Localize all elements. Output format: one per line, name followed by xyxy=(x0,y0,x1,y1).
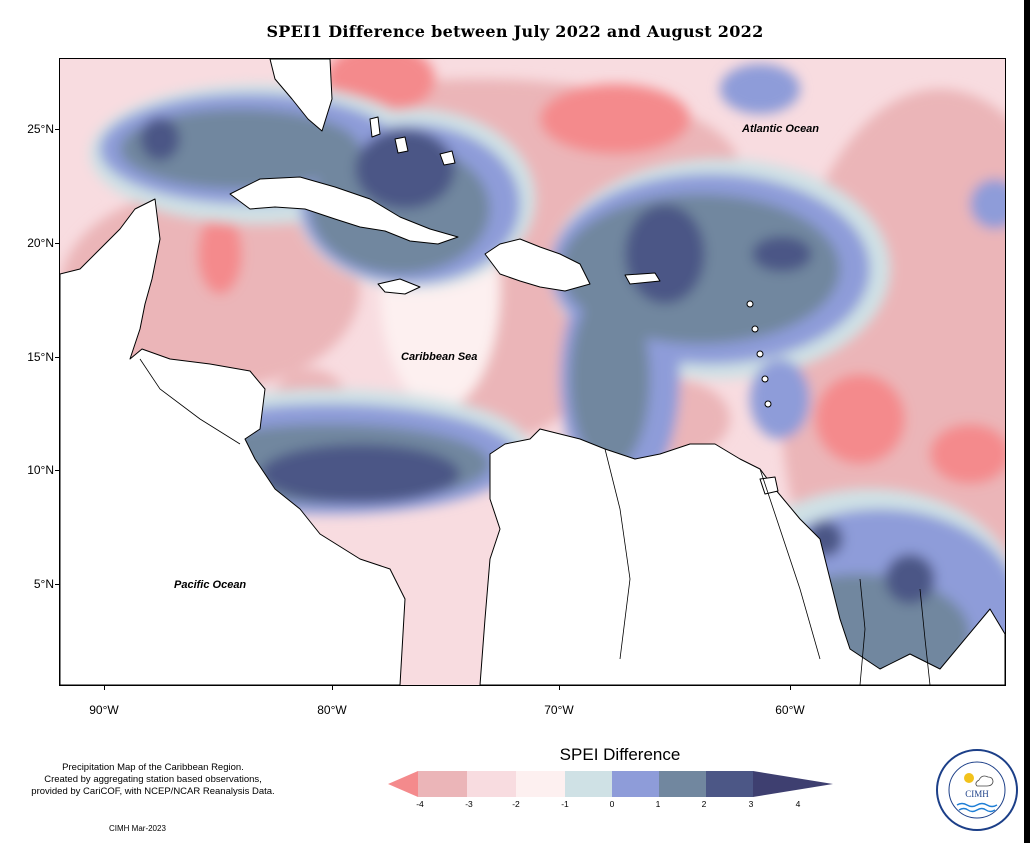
lat-label-5n: 5°N xyxy=(33,577,54,591)
land-masses xyxy=(60,59,1005,685)
spei-map xyxy=(60,59,1005,685)
puerto-rico-land xyxy=(624,272,661,285)
legend-title: SPEI Difference xyxy=(559,745,681,764)
south-america-land xyxy=(479,428,1005,685)
legend-swatch-3-4 xyxy=(706,771,753,797)
legend-swatch-0-1 xyxy=(565,771,612,797)
lat-tick-5n xyxy=(55,584,60,585)
lon-label-70w: 70°W xyxy=(544,703,574,717)
logo-sun-icon xyxy=(964,773,974,783)
cimh-logo: CIMH xyxy=(936,749,1018,831)
legend-tick-3: 3 xyxy=(748,799,754,809)
lon-tick-70w xyxy=(559,685,560,690)
frame-edge xyxy=(1024,0,1030,843)
caribbean-sea-label: Caribbean Sea xyxy=(401,351,478,363)
cuba-land xyxy=(229,176,459,245)
logo-cloud-icon xyxy=(975,775,994,787)
antilles-island-3 xyxy=(756,350,764,358)
lat-tick-25n xyxy=(55,129,60,130)
antilles-island-5 xyxy=(764,400,772,408)
bahamas-island-3 xyxy=(439,150,456,166)
legend-swatch-minus2-minus1 xyxy=(467,771,516,797)
map-title: SPEI1 Difference between July 2022 and A… xyxy=(266,22,764,41)
legend-swatch-minus3-minus2 xyxy=(418,771,467,797)
bahamas-island-2 xyxy=(394,136,409,154)
jamaica-land xyxy=(377,278,421,295)
hispaniola-land xyxy=(484,238,591,292)
legend-swatch-2-3 xyxy=(659,771,706,797)
lon-tick-80w xyxy=(332,685,333,690)
lon-label-90w: 90°W xyxy=(89,703,119,717)
legend-tick-4: 4 xyxy=(795,799,801,809)
legend-colorbar xyxy=(388,771,833,797)
legend-tick-1: 1 xyxy=(655,799,661,809)
logo-text: CIMH xyxy=(965,789,989,799)
legend-swatch-lt-minus3 xyxy=(388,771,418,797)
antilles-island-4 xyxy=(761,375,769,383)
footer-note: Precipitation Map of the Caribbean Regio… xyxy=(8,762,298,798)
logo-wave-1 xyxy=(956,802,998,808)
legend-tick-minus1: -1 xyxy=(561,799,569,809)
footer-note-line-3: provided by CariCOF, with NCEP/NCAR Rean… xyxy=(31,786,275,797)
legend-tick-minus4: -4 xyxy=(416,799,424,809)
bahamas-island-1 xyxy=(369,116,381,138)
legend-tick-minus2: -2 xyxy=(512,799,520,809)
logo-wave-2 xyxy=(958,807,996,813)
lat-tick-20n xyxy=(55,243,60,244)
lon-label-80w: 80°W xyxy=(317,703,347,717)
footer-note-line-2: Created by aggregating station based obs… xyxy=(44,774,262,785)
map-panel[interactable]: Atlantic Ocean Caribbean Sea Pacific Oce… xyxy=(59,58,1006,686)
footer-credit: CIMH Mar-2023 xyxy=(109,824,166,833)
lat-label-25n: 25°N xyxy=(27,122,54,136)
lat-label-15n: 15°N xyxy=(27,350,54,364)
legend-swatch-1-2 xyxy=(612,771,659,797)
lat-label-10n: 10°N xyxy=(27,463,54,477)
legend-tick-2: 2 xyxy=(701,799,707,809)
legend-swatch-minus1-0 xyxy=(516,771,565,797)
lon-tick-60w xyxy=(790,685,791,690)
lat-tick-10n xyxy=(55,470,60,471)
antilles-island-1 xyxy=(746,300,754,308)
legend-swatch-gt-4 xyxy=(753,771,833,797)
lat-tick-15n xyxy=(55,357,60,358)
country-borders xyxy=(139,358,931,685)
lon-tick-90w xyxy=(104,685,105,690)
florida-land xyxy=(269,59,333,132)
antilles-island-2 xyxy=(751,325,759,333)
footer-note-line-1: Precipitation Map of the Caribbean Regio… xyxy=(62,762,244,773)
legend-tick-0: 0 xyxy=(609,799,615,809)
spei-field xyxy=(60,59,1005,685)
atlantic-ocean-label: Atlantic Ocean xyxy=(742,123,820,135)
lon-label-60w: 60°W xyxy=(775,703,805,717)
lat-label-20n: 20°N xyxy=(27,236,54,250)
pacific-ocean-label: Pacific Ocean xyxy=(174,579,247,591)
central-america-land xyxy=(60,198,406,685)
legend-tick-minus3: -3 xyxy=(465,799,473,809)
